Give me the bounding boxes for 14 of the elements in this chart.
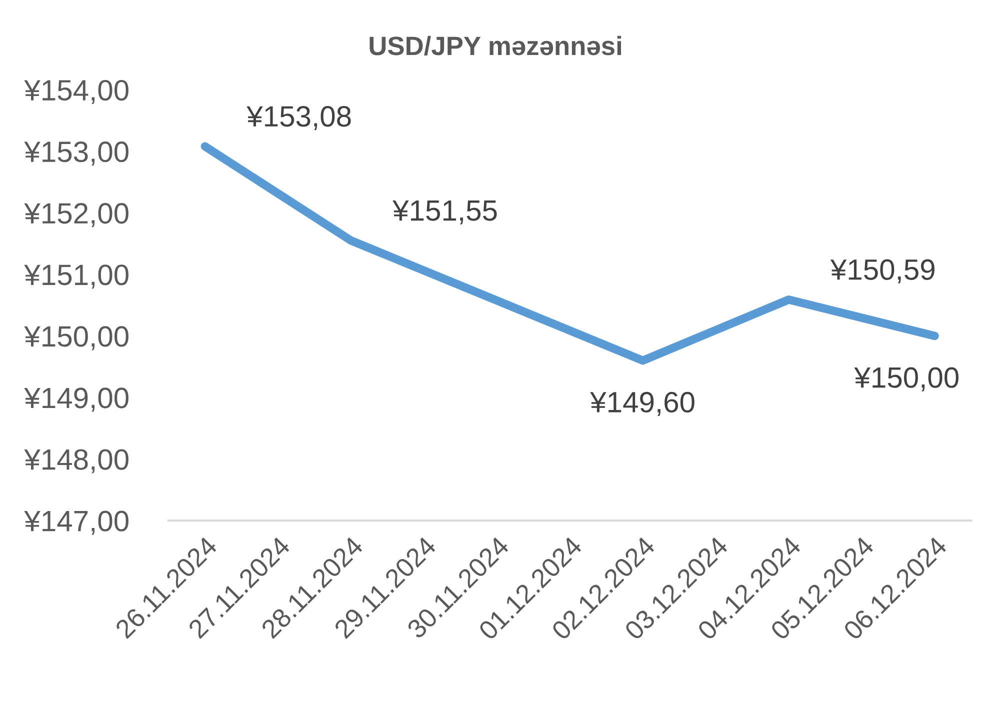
y-tick-label: ¥150,00: [24, 326, 128, 350]
y-tick-label: ¥152,00: [24, 203, 128, 228]
y-tick-label: ¥151,00: [24, 264, 128, 289]
data-label: ¥151,55: [392, 200, 497, 224]
data-label: ¥150,00: [854, 367, 958, 392]
y-tick-label: ¥149,00: [24, 388, 128, 412]
y-tick-label: ¥147,00: [24, 510, 128, 535]
data-label: ¥153,08: [246, 106, 351, 130]
data-label: ¥150,59: [830, 259, 934, 284]
y-tick-label: ¥148,00: [24, 449, 128, 474]
data-label: ¥149,60: [590, 392, 694, 416]
chart-title: USD/JPY məzənnəsi: [370, 36, 621, 56]
y-tick-label: ¥154,00: [24, 80, 128, 104]
y-tick-label: ¥153,00: [24, 141, 128, 166]
